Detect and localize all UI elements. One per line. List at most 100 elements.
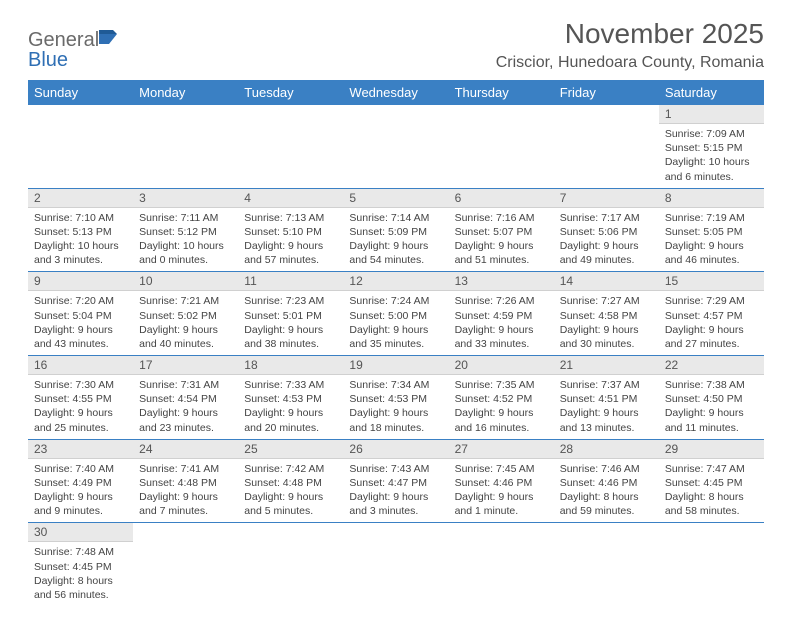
day-number: 14 xyxy=(554,272,659,291)
calendar-day-cell: 10Sunrise: 7:21 AMSunset: 5:02 PMDayligh… xyxy=(133,272,238,356)
brand-name: GeneralBlue xyxy=(28,30,121,70)
sunrise-text: Sunrise: 7:46 AM xyxy=(560,462,653,476)
daylight-text: Daylight: 10 hours xyxy=(665,155,758,169)
day-details: Sunrise: 7:38 AMSunset: 4:50 PMDaylight:… xyxy=(659,375,764,439)
daylight-text: and 23 minutes. xyxy=(139,421,232,435)
daylight-text: Daylight: 9 hours xyxy=(560,239,653,253)
calendar-day-cell: 20Sunrise: 7:35 AMSunset: 4:52 PMDayligh… xyxy=(449,356,554,440)
daylight-text: Daylight: 8 hours xyxy=(665,490,758,504)
day-number: 15 xyxy=(659,272,764,291)
sunset-text: Sunset: 5:10 PM xyxy=(244,225,337,239)
day-details: Sunrise: 7:41 AMSunset: 4:48 PMDaylight:… xyxy=(133,459,238,523)
day-details: Sunrise: 7:42 AMSunset: 4:48 PMDaylight:… xyxy=(238,459,343,523)
calendar-day-cell: .. xyxy=(133,523,238,606)
brand-gray: General xyxy=(28,29,99,51)
sunrise-text: Sunrise: 7:30 AM xyxy=(34,378,127,392)
daylight-text: Daylight: 9 hours xyxy=(455,323,548,337)
daylight-text: Daylight: 9 hours xyxy=(349,406,442,420)
sunset-text: Sunset: 4:59 PM xyxy=(455,309,548,323)
daylight-text: Daylight: 8 hours xyxy=(560,490,653,504)
daylight-text: and 3 minutes. xyxy=(349,504,442,518)
day-number: 6 xyxy=(449,189,554,208)
daylight-text: and 35 minutes. xyxy=(349,337,442,351)
daylight-text: and 1 minute. xyxy=(455,504,548,518)
day-details: Sunrise: 7:35 AMSunset: 4:52 PMDaylight:… xyxy=(449,375,554,439)
daylight-text: Daylight: 9 hours xyxy=(34,323,127,337)
daylight-text: Daylight: 9 hours xyxy=(244,490,337,504)
sunrise-text: Sunrise: 7:17 AM xyxy=(560,211,653,225)
day-details: Sunrise: 7:37 AMSunset: 4:51 PMDaylight:… xyxy=(554,375,659,439)
sunset-text: Sunset: 4:47 PM xyxy=(349,476,442,490)
sunset-text: Sunset: 4:50 PM xyxy=(665,392,758,406)
calendar-day-cell: .. xyxy=(238,523,343,606)
day-details: Sunrise: 7:27 AMSunset: 4:58 PMDaylight:… xyxy=(554,291,659,355)
day-details: Sunrise: 7:19 AMSunset: 5:05 PMDaylight:… xyxy=(659,208,764,272)
sunset-text: Sunset: 5:01 PM xyxy=(244,309,337,323)
day-number: 30 xyxy=(28,523,133,542)
daylight-text: Daylight: 9 hours xyxy=(349,239,442,253)
day-details: Sunrise: 7:33 AMSunset: 4:53 PMDaylight:… xyxy=(238,375,343,439)
sunset-text: Sunset: 4:45 PM xyxy=(34,560,127,574)
calendar-day-cell: .. xyxy=(449,523,554,606)
day-number: 8 xyxy=(659,189,764,208)
sunrise-text: Sunrise: 7:43 AM xyxy=(349,462,442,476)
calendar-day-cell: 19Sunrise: 7:34 AMSunset: 4:53 PMDayligh… xyxy=(343,356,448,440)
daylight-text: Daylight: 9 hours xyxy=(455,490,548,504)
daylight-text: and 25 minutes. xyxy=(34,421,127,435)
sunset-text: Sunset: 5:09 PM xyxy=(349,225,442,239)
day-details: Sunrise: 7:24 AMSunset: 5:00 PMDaylight:… xyxy=(343,291,448,355)
daylight-text: and 5 minutes. xyxy=(244,504,337,518)
daylight-text: Daylight: 9 hours xyxy=(139,406,232,420)
day-number: 24 xyxy=(133,440,238,459)
daylight-text: and 43 minutes. xyxy=(34,337,127,351)
daylight-text: and 6 minutes. xyxy=(665,170,758,184)
sunrise-text: Sunrise: 7:31 AM xyxy=(139,378,232,392)
day-details: Sunrise: 7:11 AMSunset: 5:12 PMDaylight:… xyxy=(133,208,238,272)
sunrise-text: Sunrise: 7:19 AM xyxy=(665,211,758,225)
day-number: 4 xyxy=(238,189,343,208)
day-number: 19 xyxy=(343,356,448,375)
calendar-day-cell: .. xyxy=(28,105,133,188)
calendar-day-cell: .. xyxy=(238,105,343,188)
calendar-day-cell: .. xyxy=(449,105,554,188)
sunrise-text: Sunrise: 7:27 AM xyxy=(560,294,653,308)
daylight-text: Daylight: 9 hours xyxy=(665,323,758,337)
daylight-text: and 16 minutes. xyxy=(455,421,548,435)
sunrise-text: Sunrise: 7:38 AM xyxy=(665,378,758,392)
day-number: 10 xyxy=(133,272,238,291)
sunset-text: Sunset: 4:52 PM xyxy=(455,392,548,406)
daylight-text: and 13 minutes. xyxy=(560,421,653,435)
calendar-day-cell: 7Sunrise: 7:17 AMSunset: 5:06 PMDaylight… xyxy=(554,188,659,272)
calendar-week-row: 16Sunrise: 7:30 AMSunset: 4:55 PMDayligh… xyxy=(28,356,764,440)
day-details: Sunrise: 7:34 AMSunset: 4:53 PMDaylight:… xyxy=(343,375,448,439)
sunrise-text: Sunrise: 7:41 AM xyxy=(139,462,232,476)
calendar-body: ............1Sunrise: 7:09 AMSunset: 5:1… xyxy=(28,105,764,606)
calendar-day-cell: 16Sunrise: 7:30 AMSunset: 4:55 PMDayligh… xyxy=(28,356,133,440)
sunrise-text: Sunrise: 7:24 AM xyxy=(349,294,442,308)
daylight-text: Daylight: 9 hours xyxy=(665,406,758,420)
sunrise-text: Sunrise: 7:48 AM xyxy=(34,545,127,559)
day-details: Sunrise: 7:26 AMSunset: 4:59 PMDaylight:… xyxy=(449,291,554,355)
day-details: Sunrise: 7:16 AMSunset: 5:07 PMDaylight:… xyxy=(449,208,554,272)
sunrise-text: Sunrise: 7:11 AM xyxy=(139,211,232,225)
sunset-text: Sunset: 5:15 PM xyxy=(665,141,758,155)
day-number: 28 xyxy=(554,440,659,459)
sunrise-text: Sunrise: 7:35 AM xyxy=(455,378,548,392)
sunset-text: Sunset: 5:13 PM xyxy=(34,225,127,239)
day-number: 21 xyxy=(554,356,659,375)
calendar-day-cell: 14Sunrise: 7:27 AMSunset: 4:58 PMDayligh… xyxy=(554,272,659,356)
title-block: November 2025 Criscior, Hunedoara County… xyxy=(496,18,764,72)
daylight-text: Daylight: 9 hours xyxy=(139,490,232,504)
calendar-day-cell: 30Sunrise: 7:48 AMSunset: 4:45 PMDayligh… xyxy=(28,523,133,606)
brand-logo: GeneralBlue xyxy=(28,18,121,70)
calendar-day-cell: 3Sunrise: 7:11 AMSunset: 5:12 PMDaylight… xyxy=(133,188,238,272)
day-details: Sunrise: 7:17 AMSunset: 5:06 PMDaylight:… xyxy=(554,208,659,272)
day-details: Sunrise: 7:29 AMSunset: 4:57 PMDaylight:… xyxy=(659,291,764,355)
day-number: 3 xyxy=(133,189,238,208)
calendar-day-cell: 15Sunrise: 7:29 AMSunset: 4:57 PMDayligh… xyxy=(659,272,764,356)
sunrise-text: Sunrise: 7:23 AM xyxy=(244,294,337,308)
day-number: 9 xyxy=(28,272,133,291)
calendar-day-cell: 28Sunrise: 7:46 AMSunset: 4:46 PMDayligh… xyxy=(554,439,659,523)
day-number: 29 xyxy=(659,440,764,459)
daylight-text: and 11 minutes. xyxy=(665,421,758,435)
